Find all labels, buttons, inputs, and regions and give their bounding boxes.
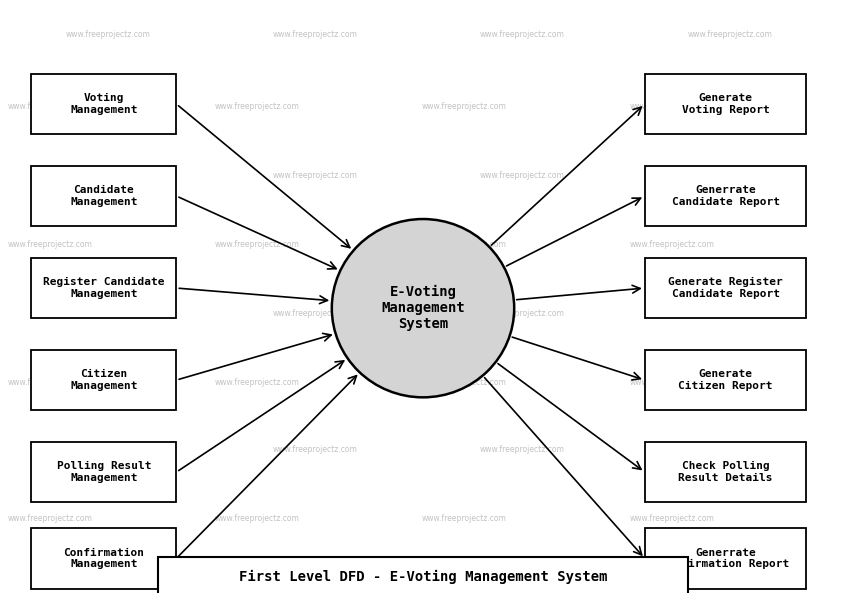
FancyBboxPatch shape: [645, 74, 806, 134]
Text: www.freeprojectz.com: www.freeprojectz.com: [65, 574, 151, 583]
Text: www.freeprojectz.com: www.freeprojectz.com: [422, 378, 507, 387]
Text: First Level DFD - E-Voting Management System: First Level DFD - E-Voting Management Sy…: [239, 570, 607, 585]
Text: www.freeprojectz.com: www.freeprojectz.com: [480, 310, 565, 318]
Text: www.freeprojectz.com: www.freeprojectz.com: [272, 171, 358, 180]
Text: www.freeprojectz.com: www.freeprojectz.com: [272, 574, 358, 583]
Text: www.freeprojectz.com: www.freeprojectz.com: [272, 445, 358, 454]
Text: Generate
Citizen Report: Generate Citizen Report: [678, 369, 773, 391]
Text: www.freeprojectz.com: www.freeprojectz.com: [422, 514, 507, 522]
FancyBboxPatch shape: [645, 166, 806, 226]
FancyBboxPatch shape: [31, 166, 176, 226]
Text: www.freeprojectz.com: www.freeprojectz.com: [215, 514, 299, 522]
FancyBboxPatch shape: [645, 528, 806, 589]
Text: www.freeprojectz.com: www.freeprojectz.com: [65, 310, 151, 318]
FancyBboxPatch shape: [645, 350, 806, 410]
Text: www.freeprojectz.com: www.freeprojectz.com: [65, 171, 151, 180]
Text: www.freeprojectz.com: www.freeprojectz.com: [8, 514, 92, 522]
FancyBboxPatch shape: [645, 258, 806, 318]
Text: Generrate
Candidate Report: Generrate Candidate Report: [672, 185, 780, 207]
Text: Voting
Management: Voting Management: [70, 93, 138, 115]
Text: www.freeprojectz.com: www.freeprojectz.com: [8, 240, 92, 250]
Text: www.freeprojectz.com: www.freeprojectz.com: [480, 574, 565, 583]
Text: Generrate
Confirmation Report: Generrate Confirmation Report: [662, 547, 789, 569]
Text: Check Polling
Result Details: Check Polling Result Details: [678, 461, 773, 483]
Text: Generate Register
Candidate Report: Generate Register Candidate Report: [668, 277, 783, 299]
FancyBboxPatch shape: [31, 74, 176, 134]
Text: www.freeprojectz.com: www.freeprojectz.com: [687, 171, 772, 180]
Text: www.freeprojectz.com: www.freeprojectz.com: [65, 445, 151, 454]
Text: www.freeprojectz.com: www.freeprojectz.com: [8, 103, 92, 111]
Text: www.freeprojectz.com: www.freeprojectz.com: [65, 30, 151, 40]
Text: www.freeprojectz.com: www.freeprojectz.com: [687, 310, 772, 318]
Text: www.freeprojectz.com: www.freeprojectz.com: [687, 574, 772, 583]
FancyBboxPatch shape: [31, 528, 176, 589]
Text: www.freeprojectz.com: www.freeprojectz.com: [422, 240, 507, 250]
FancyBboxPatch shape: [31, 442, 176, 502]
Text: www.freeprojectz.com: www.freeprojectz.com: [215, 378, 299, 387]
FancyBboxPatch shape: [157, 557, 689, 593]
Text: Confirmation
Management: Confirmation Management: [63, 547, 145, 569]
Text: www.freeprojectz.com: www.freeprojectz.com: [629, 103, 714, 111]
Text: www.freeprojectz.com: www.freeprojectz.com: [215, 103, 299, 111]
Text: Generate
Voting Report: Generate Voting Report: [682, 93, 770, 115]
Text: www.freeprojectz.com: www.freeprojectz.com: [480, 171, 565, 180]
Text: www.freeprojectz.com: www.freeprojectz.com: [480, 30, 565, 40]
Text: www.freeprojectz.com: www.freeprojectz.com: [272, 30, 358, 40]
Text: www.freeprojectz.com: www.freeprojectz.com: [480, 445, 565, 454]
FancyBboxPatch shape: [31, 350, 176, 410]
FancyBboxPatch shape: [31, 258, 176, 318]
Text: www.freeprojectz.com: www.freeprojectz.com: [629, 514, 714, 522]
Text: www.freeprojectz.com: www.freeprojectz.com: [629, 240, 714, 250]
Text: www.freeprojectz.com: www.freeprojectz.com: [629, 378, 714, 387]
Text: Candidate
Management: Candidate Management: [70, 185, 138, 207]
Text: Register Candidate
Management: Register Candidate Management: [43, 278, 165, 299]
Text: www.freeprojectz.com: www.freeprojectz.com: [272, 310, 358, 318]
Text: www.freeprojectz.com: www.freeprojectz.com: [422, 103, 507, 111]
Text: www.freeprojectz.com: www.freeprojectz.com: [8, 378, 92, 387]
Text: E-Voting
Management
System: E-Voting Management System: [382, 285, 464, 331]
Text: Citizen
Management: Citizen Management: [70, 369, 138, 391]
Text: www.freeprojectz.com: www.freeprojectz.com: [687, 30, 772, 40]
FancyBboxPatch shape: [645, 442, 806, 502]
Text: www.freeprojectz.com: www.freeprojectz.com: [215, 240, 299, 250]
Text: Polling Result
Management: Polling Result Management: [57, 461, 151, 483]
Ellipse shape: [332, 219, 514, 397]
Text: www.freeprojectz.com: www.freeprojectz.com: [687, 445, 772, 454]
